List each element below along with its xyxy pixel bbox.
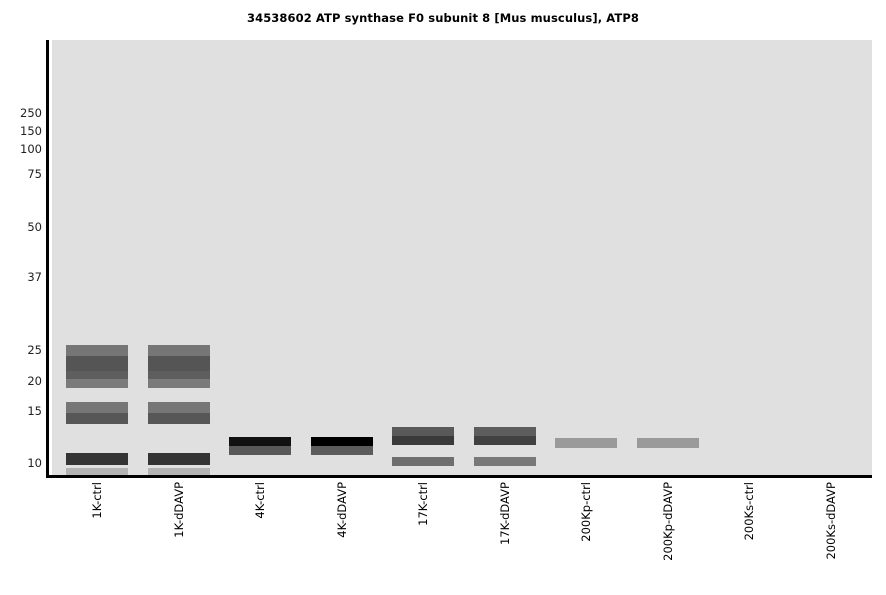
gel-band (147, 371, 210, 379)
gel-lane (555, 40, 617, 475)
y-tick-label-75: 75 (27, 167, 42, 181)
gel-band (555, 438, 617, 448)
x-tick-label-200Ks-dDAVP: 200Ks-dDAVP (824, 482, 838, 592)
gel-band (310, 446, 373, 455)
gel-band (636, 438, 699, 448)
y-tick-label-100: 100 (20, 142, 42, 156)
gel-band (229, 437, 291, 446)
gel-band (147, 345, 210, 356)
y-tick-label-15: 15 (27, 404, 42, 418)
gel-band (147, 379, 210, 388)
gel-band (66, 356, 128, 371)
x-tick-label-text: 4K-dDAVP (334, 482, 349, 538)
page-title: 34538602 ATP synthase F0 subunit 8 [Mus … (246, 11, 639, 25)
gel-band (66, 413, 128, 424)
x-tick-label-17K-dDAVP: 17K-dDAVP (498, 482, 512, 592)
gel-band (473, 427, 536, 436)
gel-lane (66, 40, 128, 475)
x-tick-label-text: 200Kp-ctrl (579, 482, 593, 542)
gel-lane (636, 40, 699, 475)
y-tick-label-50: 50 (27, 220, 42, 234)
y-tick-label-25: 25 (27, 343, 42, 357)
x-tick-label-200Kp-dDAVP: 200Kp-dDAVP (661, 482, 675, 592)
x-axis-line (46, 475, 872, 478)
gel-lane (800, 40, 862, 475)
x-tick-label-1K-ctrl: 1K-ctrl (90, 482, 104, 592)
gel-band (473, 457, 536, 466)
y-tick-label-10: 10 (27, 456, 42, 470)
x-tick-label-200Kp-ctrl: 200Kp-ctrl (579, 482, 593, 592)
y-tick-label-20: 20 (27, 374, 42, 388)
gel-band (147, 468, 210, 475)
gel-band (392, 436, 454, 445)
y-tick-label-150: 150 (20, 124, 42, 138)
x-tick-label-text: 200Ks-ctrl (742, 482, 756, 541)
gel-band (66, 402, 128, 413)
x-tick-label-17K-ctrl: 17K-ctrl (416, 482, 430, 592)
gel-band (66, 345, 128, 356)
x-tick-label-text: 1K-dDAVP (171, 482, 186, 538)
x-tick-label-text: 17K-ctrl (416, 482, 430, 526)
gel-band (147, 402, 210, 413)
gel-band (229, 446, 291, 455)
gel-lane (473, 40, 536, 475)
gel-band (147, 356, 210, 371)
gel-band (66, 468, 128, 475)
gel-band (473, 436, 536, 445)
gel-lane (392, 40, 454, 475)
gel-lane (310, 40, 373, 475)
gel-band (392, 457, 454, 466)
y-axis-tick-labels: 250 150 100 75 50 37 25 20 15 10 (0, 0, 46, 595)
gel-band (147, 453, 210, 465)
gel-band (66, 371, 128, 379)
x-tick-label-text: 200Kp-dDAVP (660, 482, 675, 561)
gel-lane (147, 40, 210, 475)
gel-band (392, 427, 454, 436)
y-tick-label-37: 37 (27, 270, 42, 284)
gel-band (66, 453, 128, 465)
x-tick-label-4K-dDAVP: 4K-dDAVP (335, 482, 349, 592)
gel-lane (718, 40, 780, 475)
x-tick-label-text: 17K-dDAVP (497, 482, 512, 546)
gel-band (147, 413, 210, 424)
x-tick-label-text: 200Ks-dDAVP (823, 482, 838, 560)
x-tick-label-200Ks-ctrl: 200Ks-ctrl (742, 482, 756, 592)
x-tick-label-text: 1K-ctrl (90, 482, 104, 519)
gel-lane (229, 40, 291, 475)
x-tick-label-1K-dDAVP: 1K-dDAVP (172, 482, 186, 592)
y-tick-label-250: 250 (20, 106, 42, 120)
x-tick-label-text: 4K-ctrl (253, 482, 267, 519)
y-axis-line (46, 40, 49, 476)
gel-band (310, 437, 373, 446)
gel-band (66, 379, 128, 388)
x-tick-label-4K-ctrl: 4K-ctrl (253, 482, 267, 592)
